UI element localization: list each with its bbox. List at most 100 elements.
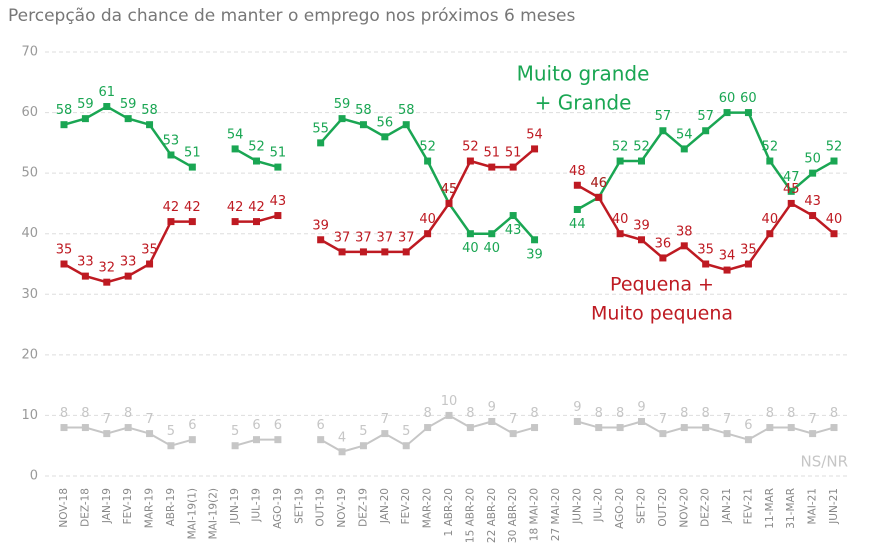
marker <box>424 424 432 432</box>
x-tick-label: MAR-20 <box>422 488 434 528</box>
x-tick-label: FEV-21 <box>742 488 754 524</box>
data-label: 55 <box>312 121 329 136</box>
data-label: 8 <box>530 406 538 421</box>
x-tick-label: 11-MAR <box>764 488 776 529</box>
x-tick-label: AGO-19 <box>272 488 284 529</box>
marker <box>638 417 645 425</box>
data-label: 52 <box>826 140 843 155</box>
data-label: 35 <box>56 243 73 258</box>
marker <box>359 442 367 450</box>
marker <box>744 436 752 444</box>
data-label: 40 <box>612 212 629 227</box>
marker <box>830 157 838 165</box>
marker <box>531 145 539 153</box>
data-label: 40 <box>419 212 436 227</box>
marker <box>317 139 325 147</box>
marker <box>167 218 175 226</box>
x-tick-label: JAN-19 <box>101 488 113 524</box>
marker <box>231 145 239 153</box>
marker <box>381 133 389 141</box>
data-label: 7 <box>659 412 667 427</box>
x-tick-label: 1 ABR-20 <box>443 488 455 536</box>
data-label: 51 <box>505 146 522 161</box>
marker <box>573 181 581 189</box>
data-label: 37 <box>355 230 372 245</box>
marker <box>723 266 731 274</box>
x-tick-label: FEV-20 <box>400 488 412 524</box>
marker <box>659 430 667 438</box>
x-tick-label: OUT-20 <box>657 488 669 527</box>
marker <box>167 442 175 450</box>
data-label: 40 <box>484 241 501 256</box>
marker <box>124 115 132 123</box>
data-label: 58 <box>141 103 158 118</box>
data-label: 7 <box>509 412 517 427</box>
data-label: 48 <box>569 164 586 179</box>
marker <box>509 212 517 220</box>
data-label: 42 <box>163 200 180 215</box>
data-label: 8 <box>595 406 603 421</box>
x-tick-label: DEZ-20 <box>700 488 712 527</box>
marker <box>573 417 581 425</box>
marker <box>787 199 795 207</box>
marker <box>744 260 752 268</box>
marker <box>616 230 624 238</box>
marker <box>466 157 474 165</box>
x-tick-label: 18 MAI-20 <box>529 488 541 541</box>
x-tick-label: MAI-19(2) <box>208 488 220 539</box>
data-label: 39 <box>312 218 329 233</box>
data-label: 58 <box>56 103 73 118</box>
legend-label: + Grande <box>535 91 632 115</box>
marker <box>787 187 795 195</box>
data-label: 39 <box>633 218 650 233</box>
marker <box>103 278 111 286</box>
data-label: 51 <box>184 146 201 161</box>
data-label: 51 <box>484 146 501 161</box>
data-label: 10 <box>441 394 458 409</box>
data-label: 47 <box>783 170 800 185</box>
marker <box>359 121 367 129</box>
marker <box>744 109 752 117</box>
marker <box>188 436 196 444</box>
legend-label: Muito pequena <box>591 303 733 325</box>
marker <box>124 272 132 280</box>
marker <box>445 199 453 207</box>
marker <box>274 163 282 171</box>
data-label: 50 <box>804 152 821 167</box>
marker <box>702 127 710 135</box>
marker <box>787 424 795 432</box>
data-label: 40 <box>462 241 479 256</box>
data-label: 9 <box>637 400 645 415</box>
data-label: 37 <box>377 230 394 245</box>
marker <box>466 230 474 238</box>
marker <box>424 157 432 165</box>
x-tick-label: JUN-21 <box>828 488 840 525</box>
marker <box>702 260 710 268</box>
data-label: 33 <box>120 255 137 270</box>
x-tick-label: AGO-20 <box>614 488 626 529</box>
data-label: 6 <box>274 418 282 433</box>
data-label: 8 <box>423 406 431 421</box>
data-label: 5 <box>231 424 239 439</box>
data-label: 54 <box>526 127 543 142</box>
marker <box>188 218 196 226</box>
marker <box>766 157 774 165</box>
marker <box>680 424 688 432</box>
x-tick-label: 27 MAI-20 <box>550 488 562 541</box>
x-tick-label: 15 ABR-20 <box>464 488 476 543</box>
marker <box>381 430 389 438</box>
x-tick-label: JAN-21 <box>721 488 733 524</box>
marker <box>81 115 89 123</box>
data-label: 52 <box>248 140 265 155</box>
data-label: 52 <box>633 140 650 155</box>
marker <box>317 436 325 444</box>
data-label: 45 <box>783 182 800 197</box>
data-label: 5 <box>359 424 367 439</box>
x-tick-label: FEV-19 <box>122 488 134 524</box>
data-label: 46 <box>590 176 607 191</box>
marker <box>60 260 68 268</box>
marker <box>103 430 111 438</box>
x-tick-label: DEZ-19 <box>357 488 369 527</box>
y-tick-label: 60 <box>21 105 38 120</box>
marker <box>146 430 154 438</box>
